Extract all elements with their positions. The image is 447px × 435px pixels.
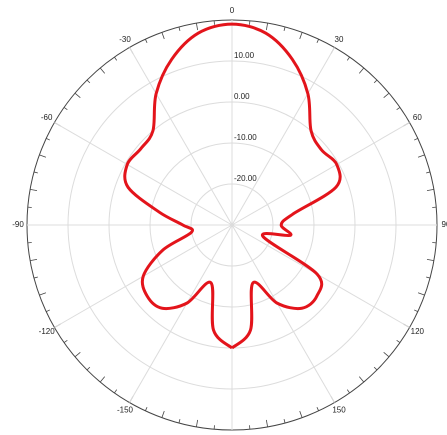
ring-tick — [63, 107, 68, 111]
theta-tick-label: -60 — [41, 113, 53, 122]
ring-tick — [178, 419, 181, 424]
ring-tick — [145, 39, 148, 44]
ring-tick — [346, 389, 350, 394]
r-tick-label: -20.00 — [234, 174, 257, 183]
grid-spoke — [231, 224, 335, 403]
theta-tick-label: -150 — [117, 405, 134, 414]
theta-tick-label: 30 — [335, 35, 344, 44]
ring-tick — [383, 351, 390, 358]
ring-tick — [74, 351, 81, 358]
grid-spoke — [231, 224, 410, 328]
ring-tick — [161, 32, 165, 40]
theta-tick-label: 60 — [413, 113, 422, 122]
ring-tick — [46, 309, 51, 312]
ring-tick — [74, 92, 81, 99]
ring-tick — [145, 406, 148, 411]
ring-tick — [417, 154, 425, 158]
ring-tick — [33, 276, 38, 279]
theta-tick-label: 120 — [411, 327, 425, 336]
ring-tick — [265, 23, 268, 31]
ring-tick — [46, 138, 51, 141]
ring-tick — [426, 171, 431, 174]
ring-tick — [346, 56, 350, 61]
grid-spoke — [54, 122, 233, 226]
grid-spoke — [129, 224, 233, 403]
grid-spoke — [231, 122, 410, 226]
ring-tick — [265, 419, 268, 427]
ring-tick — [426, 189, 434, 192]
ring-tick — [373, 366, 378, 371]
ring-tick — [426, 276, 431, 279]
ring-tick — [396, 107, 401, 111]
ring-tick — [114, 389, 118, 394]
theta-tick-label: 0 — [230, 6, 235, 15]
ring-tick — [86, 366, 91, 371]
grid-spoke — [231, 47, 335, 226]
ring-tick — [283, 26, 286, 31]
ring-tick — [99, 67, 106, 74]
ring-tick — [33, 171, 38, 174]
theta-tick-label: 90 — [442, 220, 447, 229]
ring-tick — [39, 154, 47, 158]
ring-tick — [178, 26, 181, 31]
theta-tick-label: 150 — [332, 405, 346, 414]
ring-tick — [413, 138, 418, 141]
r-tick-label: -10.00 — [234, 133, 257, 142]
ring-tick — [417, 292, 425, 296]
ring-tick — [99, 376, 106, 383]
r-tick-label: 0.00 — [234, 92, 250, 101]
ring-tick — [316, 39, 319, 44]
ring-tick — [196, 419, 199, 427]
pattern-line — [123, 22, 342, 350]
ring-tick — [358, 67, 365, 74]
ring-tick — [39, 292, 47, 296]
ring-tick — [373, 79, 378, 84]
ring-tick — [86, 79, 91, 84]
ring-tick — [161, 410, 165, 418]
ring-tick — [383, 92, 390, 99]
ring-tick — [196, 23, 199, 31]
ring-tick — [114, 56, 118, 61]
ring-tick — [426, 258, 434, 261]
theta-tick-label: -90 — [12, 220, 24, 229]
ring-tick — [63, 339, 68, 343]
grid-spoke — [129, 47, 233, 226]
ring-tick — [283, 419, 286, 424]
theta-tick-label: -30 — [119, 35, 131, 44]
ring-tick — [316, 406, 319, 411]
ring-tick — [413, 309, 418, 312]
r-tick-label: 10.00 — [234, 51, 255, 60]
ring-tick — [396, 339, 401, 343]
ring-tick — [299, 410, 303, 418]
ring-tick — [299, 32, 303, 40]
ring-tick — [358, 376, 365, 383]
ring-tick — [30, 189, 38, 192]
ring-tick — [30, 258, 38, 261]
theta-tick-label: -120 — [39, 327, 56, 336]
